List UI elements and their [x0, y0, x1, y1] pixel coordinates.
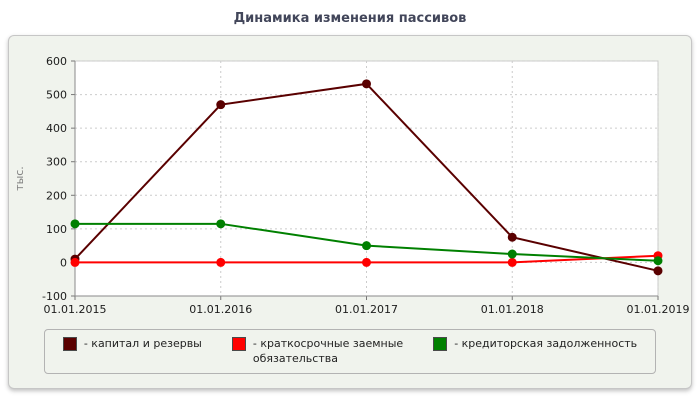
chart-panel: -100 0 100 200 300 400 500 600 01.01.2015 01.01.2… — [8, 35, 692, 389]
legend-label: - капитал и резервы — [83, 337, 202, 350]
legend-swatch — [231, 337, 246, 351]
x-tick-label: 01.01.2019 — [627, 303, 690, 316]
data-point — [653, 256, 663, 266]
data-point — [507, 232, 517, 242]
legend-swatch — [433, 337, 448, 351]
data-point — [216, 219, 226, 229]
y-tick-label: 100 — [46, 223, 67, 236]
legend-item: - капитал и резервы — [62, 336, 202, 351]
x-tick-label: 01.01.2016 — [189, 303, 252, 316]
data-point — [216, 100, 226, 110]
legend-label: - кредиторская задолженность — [454, 337, 638, 350]
data-point — [507, 257, 517, 267]
data-point — [362, 79, 371, 89]
x-tick-label: 01.01.2017 — [335, 303, 398, 316]
y-tick-label: 600 — [46, 55, 67, 68]
data-point — [507, 249, 517, 259]
line-chart: -100 0 100 200 300 400 500 600 01.01.2015 01.01.2… — [13, 55, 690, 316]
y-tick-label: 300 — [46, 156, 67, 169]
data-point — [70, 219, 80, 229]
data-point — [362, 257, 371, 267]
y-tick-label: 0 — [60, 256, 67, 269]
x-tick-label: 01.01.2018 — [481, 303, 544, 316]
data-point — [70, 257, 80, 267]
y-tick-label: -100 — [42, 290, 67, 303]
chart-title: Динамика изменения пассивов — [233, 11, 467, 26]
y-tick-label: 500 — [46, 89, 67, 102]
legend-item: - кредиторская задолженность — [433, 336, 637, 351]
x-tick-label: 01.01.2015 — [44, 303, 107, 316]
y-axis-title: тыс. — [13, 166, 26, 191]
y-tick-label: 400 — [46, 122, 67, 135]
y-tick-label: 200 — [46, 189, 67, 202]
legend-label: - краткосрочные заемные обязательства — [252, 337, 404, 366]
data-point — [362, 241, 371, 251]
chart-legend: - капитал и резервы - краткосрочные заемн… — [43, 329, 657, 374]
legend-swatch — [62, 337, 77, 351]
legend-item: - краткосрочные заемные обязательства — [231, 336, 404, 367]
data-point — [216, 257, 226, 267]
data-point — [653, 266, 663, 276]
